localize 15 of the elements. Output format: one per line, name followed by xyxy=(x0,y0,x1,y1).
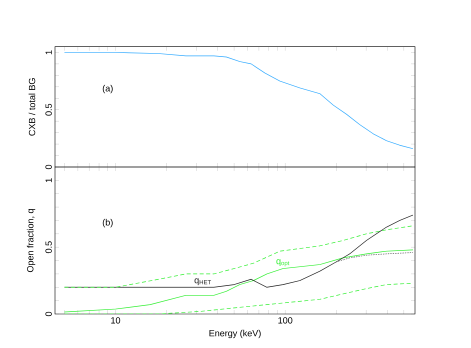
x-tick-label: 10 xyxy=(111,317,120,324)
y-tick-label: 0.5 xyxy=(45,104,52,116)
series-label: q$_{opt}$ xyxy=(276,259,290,266)
series-label: q$_{HET}$ xyxy=(194,278,212,286)
y-tick-label: 0.5 xyxy=(45,241,52,254)
y-axis-title: CXB / total BG xyxy=(28,78,36,136)
annotation: (a) xyxy=(102,84,113,94)
y-tick-label: 1 xyxy=(46,50,52,54)
y-tick-label: 1 xyxy=(46,178,52,182)
y-tick-label: 0 xyxy=(45,312,52,316)
y-tick-label: 0 xyxy=(45,164,52,170)
y-axis-title: Open fraction, q xyxy=(26,209,36,272)
x-tick-label: 100 xyxy=(278,317,292,324)
x-axis-title: Energy (keV) xyxy=(209,330,261,338)
annotation: (b) xyxy=(102,218,113,228)
